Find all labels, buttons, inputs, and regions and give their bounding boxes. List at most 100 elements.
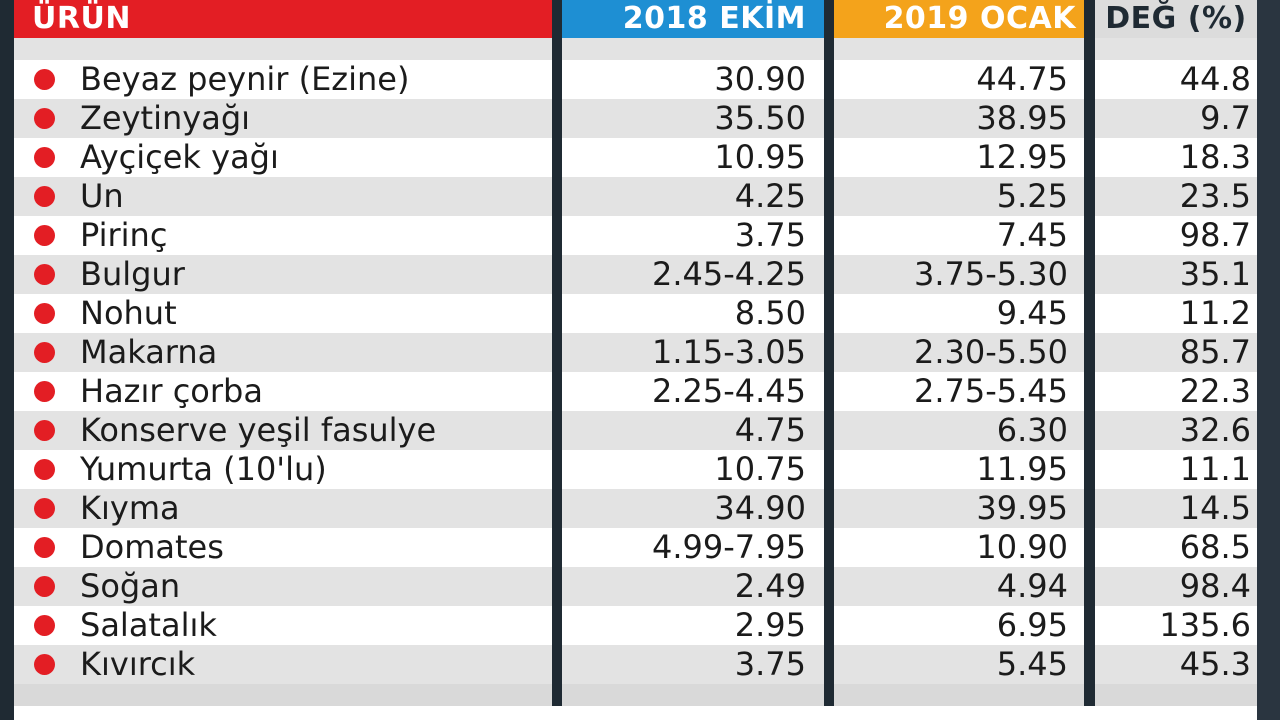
cell-background — [1095, 138, 1257, 177]
cell-background — [14, 99, 552, 138]
cell-background — [14, 411, 552, 450]
column-divider-1 — [552, 0, 562, 720]
table-row: Makarna 1.15-3.05 2.30-5.50 85.7 — [14, 333, 1257, 372]
bullet-icon — [34, 420, 55, 441]
price-2019-ocak: 7.45 — [996, 216, 1068, 254]
table-row: Salatalık 2.95 6.95 135.6 — [14, 606, 1257, 645]
cell-background — [834, 567, 1084, 606]
product-name: Soğan — [80, 567, 181, 605]
cell-background — [562, 99, 824, 138]
cell-background — [834, 294, 1084, 333]
cell-background — [834, 645, 1084, 684]
cell-background — [834, 606, 1084, 645]
price-2018-ekim: 3.75 — [734, 645, 806, 683]
bottom-strip — [14, 706, 1257, 720]
header-degisim: DEĞ (%) — [1095, 0, 1257, 38]
price-2019-ocak: 11.95 — [976, 450, 1068, 488]
bullet-icon — [34, 108, 55, 129]
price-2018-ekim: 2.95 — [734, 606, 806, 644]
price-2019-ocak: 9.45 — [996, 294, 1068, 332]
table-row: Konserve yeşil fasulye 4.75 6.30 32.6 — [14, 411, 1257, 450]
change-percent: 11.2 — [1179, 294, 1251, 332]
change-percent: 11.1 — [1179, 450, 1251, 488]
bullet-icon — [34, 576, 55, 597]
change-percent: 45.3 — [1179, 645, 1251, 683]
change-percent: 32.6 — [1179, 411, 1251, 449]
price-2019-ocak: 44.75 — [976, 60, 1068, 98]
cell-background — [562, 567, 824, 606]
price-2018-ekim: 35.50 — [714, 99, 806, 137]
cell-background — [562, 138, 824, 177]
cell-background — [1095, 411, 1257, 450]
cell-background — [14, 645, 552, 684]
table-row: Zeytinyağı 35.50 38.95 9.7 — [14, 99, 1257, 138]
change-percent: 98.4 — [1179, 567, 1251, 605]
table-row: Yumurta (10'lu) 10.75 11.95 11.1 — [14, 450, 1257, 489]
cell-background — [14, 606, 552, 645]
bullet-icon — [34, 654, 55, 675]
table-row: Hazır çorba 2.25-4.45 2.75-5.45 22.3 — [14, 372, 1257, 411]
cell-background — [1095, 177, 1257, 216]
cell-background — [562, 255, 824, 294]
product-name: Konserve yeşil fasulye — [80, 411, 437, 449]
table-row: Nohut 8.50 9.45 11.2 — [14, 294, 1257, 333]
cell-background — [562, 38, 824, 60]
product-name: Kıvırcık — [80, 645, 196, 683]
price-2019-ocak: 38.95 — [976, 99, 1068, 137]
cell-background — [562, 177, 824, 216]
price-2019-ocak: 2.30-5.50 — [913, 333, 1068, 371]
change-percent: 14.5 — [1179, 489, 1251, 527]
table-row: Pirinç 3.75 7.45 98.7 — [14, 216, 1257, 255]
table-row: Kıyma 34.90 39.95 14.5 — [14, 489, 1257, 528]
price-2019-ocak: 2.75-5.45 — [913, 372, 1068, 410]
header-urun: ÜRÜN — [14, 0, 552, 38]
cell-background — [1095, 528, 1257, 567]
bullet-icon — [34, 225, 55, 246]
change-percent: 22.3 — [1179, 372, 1251, 410]
change-percent: 68.5 — [1179, 528, 1251, 566]
cell-background — [834, 38, 1084, 60]
cell-background — [1095, 333, 1257, 372]
cell-background — [834, 489, 1084, 528]
cell-background — [14, 528, 552, 567]
cell-background — [562, 294, 824, 333]
cell-background — [834, 177, 1084, 216]
table-row: Ayçiçek yağı 10.95 12.95 18.3 — [14, 138, 1257, 177]
cell-background — [834, 138, 1084, 177]
price-2019-ocak: 6.30 — [996, 411, 1068, 449]
cell-background — [1095, 489, 1257, 528]
cell-background — [834, 528, 1084, 567]
price-2018-ekim: 4.99-7.95 — [651, 528, 806, 566]
product-name: Pirinç — [80, 216, 168, 254]
price-2018-ekim: 2.49 — [734, 567, 806, 605]
product-name: Yumurta (10'lu) — [80, 450, 327, 488]
cell-background — [562, 528, 824, 567]
bullet-icon — [34, 186, 55, 207]
cell-background — [1095, 255, 1257, 294]
cell-background — [834, 216, 1084, 255]
product-name: Un — [80, 177, 124, 215]
cell-background — [834, 411, 1084, 450]
change-percent: 135.6 — [1159, 606, 1251, 644]
product-name: Nohut — [80, 294, 177, 332]
product-name: Salatalık — [80, 606, 217, 644]
price-2018-ekim: 1.15-3.05 — [651, 333, 806, 371]
change-percent: 98.7 — [1179, 216, 1251, 254]
cell-background — [14, 294, 552, 333]
product-name: Makarna — [80, 333, 218, 371]
cell-background — [14, 489, 552, 528]
cell-background — [14, 38, 552, 60]
product-name: Domates — [80, 528, 224, 566]
product-name: Bulgur — [80, 255, 185, 293]
cell-background — [1095, 450, 1257, 489]
price-2018-ekim: 10.75 — [714, 450, 806, 488]
cell-background — [562, 606, 824, 645]
cell-background — [562, 216, 824, 255]
change-percent: 35.1 — [1179, 255, 1251, 293]
price-2018-ekim: 2.45-4.25 — [651, 255, 806, 293]
change-percent: 9.7 — [1200, 99, 1251, 137]
cell-background — [14, 216, 552, 255]
price-2019-ocak: 6.95 — [996, 606, 1068, 644]
cell-background — [562, 489, 824, 528]
